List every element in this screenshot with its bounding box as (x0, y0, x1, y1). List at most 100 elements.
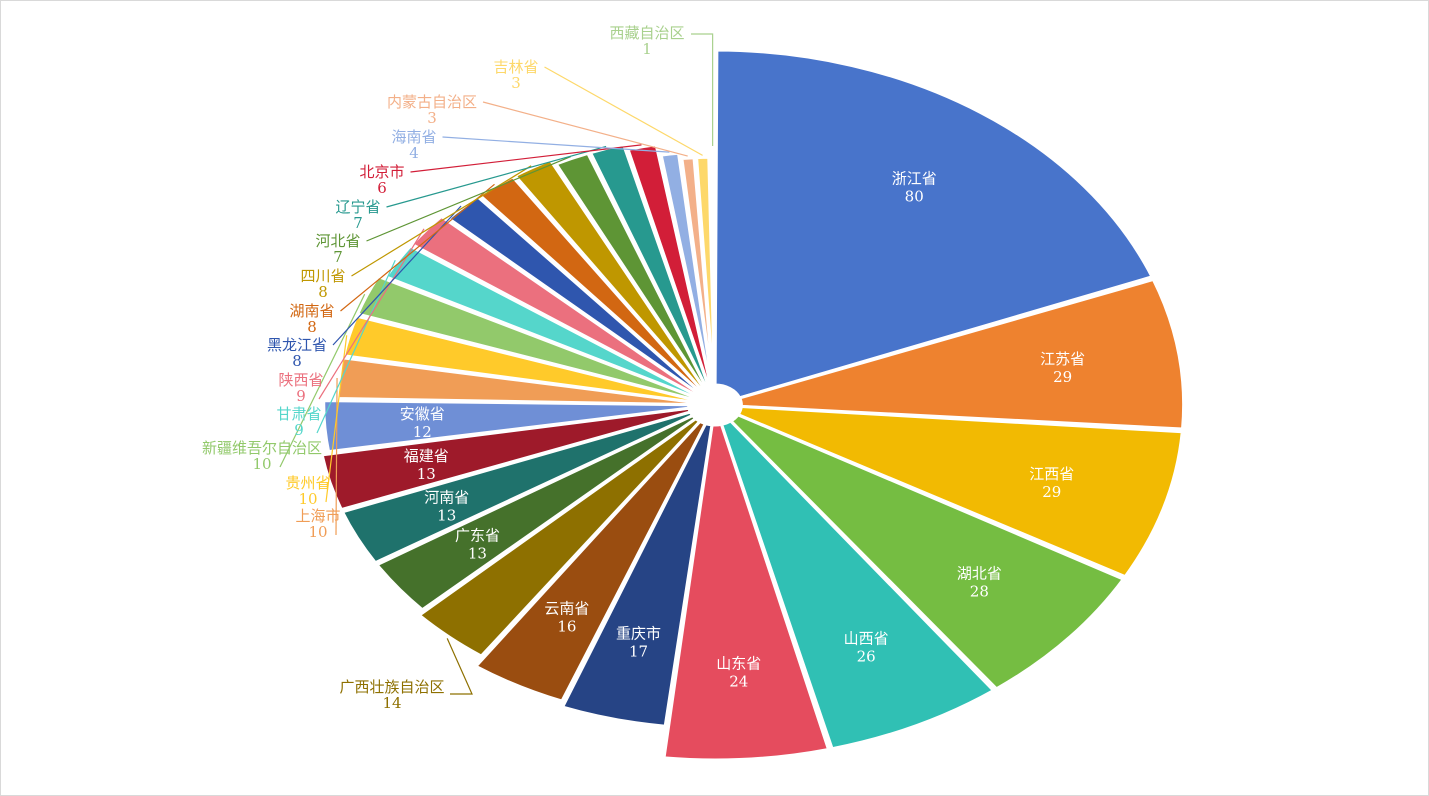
slice-label-value: 17 (629, 643, 648, 661)
pie-slice (320, 406, 692, 512)
slice-label-value: 1 (642, 40, 652, 58)
leader-line (544, 66, 703, 156)
slice-label-name: 湖南省 (289, 302, 334, 320)
slice-label-value: 3 (511, 74, 521, 92)
leader-line (410, 144, 642, 173)
pie-slice (695, 155, 716, 387)
slice-label-value: 16 (557, 617, 576, 635)
leader-line (442, 136, 670, 153)
pie-slice (322, 399, 691, 454)
slice-label-name: 山东省 (716, 655, 761, 673)
slice-label-name: 云南省 (544, 599, 589, 617)
pie-slice (713, 48, 1154, 400)
leader-line (325, 335, 348, 503)
slice-label-name: 湖北省 (957, 564, 1002, 582)
slice-label-value: 29 (1053, 368, 1072, 386)
pie-slice (589, 143, 710, 388)
slice-label-value: 7 (353, 214, 363, 232)
slice-label-value: 28 (970, 582, 989, 600)
pie-slice (384, 244, 695, 398)
slice-label-name: 新疆维吾尔自治区 (202, 439, 322, 457)
slice-label-name: 西藏自治区 (609, 24, 684, 42)
slice-label-value: 8 (292, 352, 302, 370)
pie-slice (710, 166, 717, 381)
pie-slice (736, 405, 1184, 579)
slice-label-name: 北京市 (359, 163, 404, 181)
slice-label-value: 10 (252, 455, 271, 473)
leader-line (446, 638, 473, 695)
slice-label-value: 14 (382, 694, 401, 712)
slice-label-value: 4 (409, 144, 419, 162)
slice-label-value: 80 (905, 188, 924, 206)
pie-slice (336, 356, 691, 407)
slice-label-name: 江西省 (1029, 465, 1074, 483)
slice-label-name: 海南省 (391, 128, 436, 146)
pie-slice (729, 413, 1125, 691)
slice-label-name: 江苏省 (1040, 350, 1085, 368)
slice-label-name: 浙江省 (892, 170, 937, 188)
pie-slice (474, 419, 707, 703)
slice-label-name: 重庆市 (616, 625, 661, 643)
leader-line (386, 145, 607, 208)
leader-line (691, 33, 714, 147)
pie-slice (340, 410, 694, 565)
slice-label-value: 29 (1042, 483, 1061, 501)
slice-label-value: 13 (468, 544, 487, 562)
slice-label-name: 广西壮族自治区 (339, 678, 444, 696)
leader-line (279, 293, 366, 468)
slice-label-value: 26 (857, 647, 876, 665)
slice-label-value: 6 (377, 179, 387, 197)
slice-label-name: 甘肃省 (276, 405, 321, 423)
pie-slice (554, 151, 708, 389)
slice-label-value: 8 (318, 283, 328, 301)
slice-label-value: 9 (296, 387, 306, 405)
leader-line (366, 156, 571, 242)
pie-slice (662, 422, 830, 762)
slice-label-value: 24 (729, 673, 748, 691)
slice-label-name: 贵州省 (285, 474, 330, 492)
leader-line (482, 101, 688, 157)
pie-slice (410, 214, 697, 396)
slice-label-value: 13 (417, 465, 436, 483)
slice-label-value: 7 (333, 248, 343, 266)
slice-label-name: 陕西省 (278, 371, 323, 389)
slice-label-name: 山西省 (844, 629, 889, 647)
slice-label-value: 9 (294, 421, 304, 439)
pie-slice (720, 419, 995, 751)
slice-label-name: 内蒙古自治区 (387, 93, 477, 111)
slice-label-name: 四川省 (300, 267, 345, 285)
slice-label-name: 河南省 (424, 489, 469, 507)
pie-slice (738, 277, 1186, 431)
slice-label-value: 8 (307, 318, 317, 336)
slice-label-name: 福建省 (404, 447, 449, 465)
slice-label-value: 3 (427, 109, 437, 127)
slice-label-name: 黑龙江省 (267, 336, 327, 354)
slice-label-value: 10 (308, 523, 327, 541)
